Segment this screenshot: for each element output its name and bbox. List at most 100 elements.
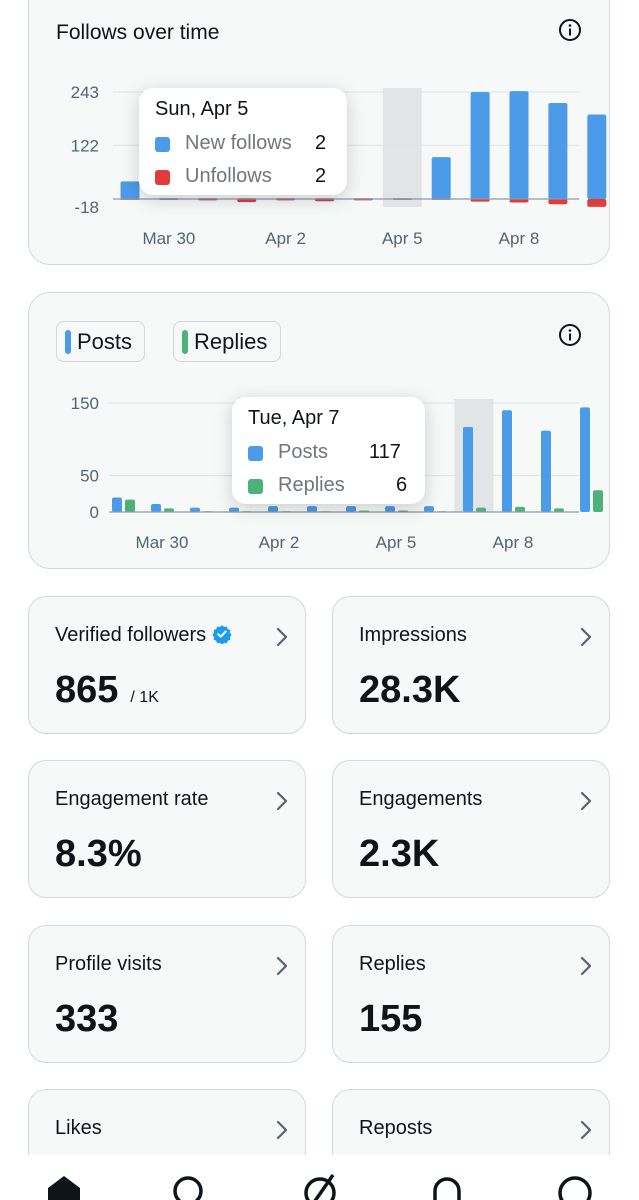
verified-badge-icon [212,625,232,644]
metric-label: Likes [55,1117,102,1139]
tooltip-date: Sun, Apr 5 [155,98,249,120]
bar-new-follows [120,181,140,199]
metric-value: 2.3K [359,833,440,875]
unfollows-swatch [155,170,170,185]
chevron-right-icon [580,791,592,811]
metric-label: Reposts [359,1117,433,1139]
y-tick-label: 50 [80,467,99,486]
bar-replies [476,507,486,512]
metric-label: Impressions [359,624,467,646]
metric-value: 28.3K [359,669,461,711]
bar-new-follows [431,157,451,199]
bar-unfollows [237,199,257,203]
follows-over-time-card: Follows over time 243 122 -18 Mar 30 Apr 2 Ap… [28,0,610,265]
legend-label: Posts [77,329,133,354]
metric-label: Profile visits [55,953,162,975]
y-tick-label: 122 [71,136,99,155]
x-tick-label: Mar 30 [136,533,189,552]
bar-posts [229,507,239,512]
legend-label: Replies [194,329,268,354]
tooltip-row-name: Replies [278,474,345,496]
home-icon[interactable] [44,1173,84,1200]
metric-value: 155 [359,998,423,1040]
legend-replies[interactable]: Replies [173,321,281,362]
bar-posts [268,506,278,512]
metric-value: 865 / 1K [55,669,159,712]
x-tick-label: Apr 5 [382,229,423,248]
chevron-right-icon [276,627,288,647]
follows-tooltip: Sun, Apr 5 New follows 2 Unfollows 2 [139,88,347,195]
chevron-right-icon [580,1120,592,1140]
y-tick-label: 243 [71,83,99,102]
bar-posts [502,410,512,512]
metric-engagements[interactable]: Engagements 2.3K [332,760,610,898]
x-tick-label: Apr 5 [376,533,417,552]
follows-chart[interactable]: 243 122 -18 Mar 30 Apr 2 Apr 5 Apr 8 [29,0,611,266]
new-follows-swatch [155,137,170,152]
replies-swatch [248,479,263,494]
metric-label-text: Verified followers [55,624,207,646]
tooltip-row-name: Unfollows [185,165,272,187]
bar-new-follows [470,92,490,199]
posts-swatch [248,446,263,461]
replies-legend-bar [182,330,188,354]
search-icon[interactable] [170,1173,210,1200]
metric-label: Engagements [359,788,483,810]
bottom-nav [0,1155,639,1200]
bar-replies [125,499,135,512]
chevron-right-icon [580,627,592,647]
y-tick-label: -18 [74,198,99,217]
x-tick-label: Apr 2 [259,533,300,552]
metric-verified-followers[interactable]: Verified followers 865 / 1K [28,596,306,734]
bar-posts [385,506,395,512]
bar-posts [580,407,590,512]
bar-posts [190,507,200,512]
bar-new-follows [509,91,529,199]
metric-profile-visits[interactable]: Profile visits 333 [28,925,306,1063]
metric-replies[interactable]: Replies 155 [332,925,610,1063]
bar-replies [593,490,603,512]
chevron-right-icon [276,791,288,811]
profile-icon[interactable] [555,1173,595,1200]
posts-tooltip: Tue, Apr 7 Posts 117 Replies 6 [232,397,425,504]
bar-replies [164,508,174,512]
bar-unfollows [509,199,529,203]
y-tick-label: 0 [90,503,99,522]
highlight-band [454,399,494,512]
bar-new-follows [587,114,607,199]
posts-replies-card: Posts Replies 150 50 0 Mar 30 Apr 2 Apr 5 Apr … [28,292,610,569]
legend-posts[interactable]: Posts [56,321,145,362]
metric-label: Verified followers [55,624,232,647]
bar-unfollows [548,199,568,205]
tooltip-row-value: 2 [315,132,327,154]
x-tick-label: Apr 8 [499,229,540,248]
metric-value: 8.3% [55,833,142,875]
tooltip-date: Tue, Apr 7 [248,407,340,429]
bar-unfollows [470,199,490,202]
chevron-right-icon [276,956,288,976]
metric-value: 333 [55,998,119,1040]
posts-legend-bar [65,330,71,354]
posts-chart[interactable]: 150 50 0 Mar 30 Apr 2 Apr 5 Apr 8 [29,293,611,570]
info-icon[interactable] [558,323,582,347]
metric-engagement-rate[interactable]: Engagement rate 8.3% [28,760,306,898]
bar-posts [151,504,161,512]
highlight-band [382,88,422,207]
bar-replies [515,506,525,512]
grok-icon[interactable] [300,1173,340,1200]
bar-posts [463,426,473,512]
tooltip-row-value: 2 [315,165,327,187]
info-icon[interactable] [558,18,582,42]
bar-posts [112,497,122,512]
bar-unfollows [587,199,607,207]
x-tick-label: Apr 2 [265,229,306,248]
tooltip-row-value: 6 [396,474,408,496]
metric-label: Engagement rate [55,788,209,810]
y-tick-label: 150 [71,394,99,413]
metric-label: Replies [359,953,426,975]
bar-posts [424,506,434,512]
tooltip-row-value: 117 [369,441,401,463]
x-tick-label: Apr 8 [493,533,534,552]
notifications-icon[interactable] [427,1173,467,1200]
metric-impressions[interactable]: Impressions 28.3K [332,596,610,734]
